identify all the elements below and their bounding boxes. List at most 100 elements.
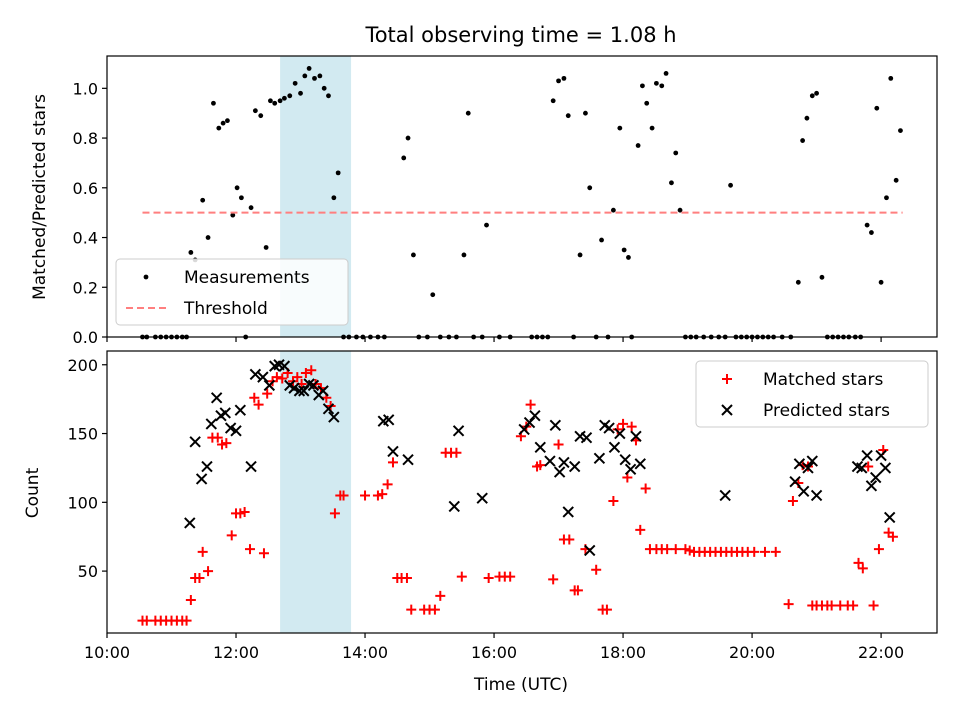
measurement-point [252,108,258,114]
top-y-tick-label: 0.8 [73,129,98,148]
predicted-star-point [793,458,806,470]
measurement-point [804,115,810,121]
matched-star-point [377,489,388,500]
bottom-y-tick-label: 200 [67,356,98,375]
predicted-star-point [865,480,878,492]
predicted-star-point [619,453,631,466]
measurement-point [874,105,880,111]
matched-star-point [853,557,864,568]
matched-star-point [622,472,633,483]
matched-star-point [826,600,837,611]
predicted-star-point [634,458,646,470]
measurement-point [644,100,650,106]
predicted-star-point [452,425,465,437]
predicted-star-point [630,430,642,442]
measurement-point [461,252,467,258]
predicted-star-point [534,441,546,454]
legend-marker-measurements [143,274,149,280]
matched-star-point [329,508,340,519]
measurement-point [268,98,273,104]
measurement-point [653,80,659,86]
measurement-point [893,177,899,183]
measurement-point [814,90,819,96]
measurement-point [626,255,631,260]
predicted-star-point [245,460,257,473]
matched-star-point [868,600,879,611]
predicted-star-point [802,462,814,474]
measurement-point [188,250,194,255]
predicted-star-point [293,385,306,397]
matched-star-point [185,594,196,605]
predicted-star-point [201,460,213,473]
matched-star-point [535,460,546,471]
matched-star-point [360,490,371,501]
measurement-point [248,205,254,211]
matched-star-point [662,544,673,555]
matched-star-point [770,546,781,557]
measurement-point [550,98,556,104]
predicted-star-point [608,441,621,454]
predicted-star-point [195,473,208,485]
measurement-point [306,66,312,71]
matched-star-point [783,599,794,610]
matched-star-point [194,572,205,583]
predicted-star-point [205,418,217,430]
predicted-star-point [562,506,574,518]
predicted-star-point [382,414,395,426]
measurement-point [561,75,567,81]
x-axis-label: Time (UTC) [473,675,568,695]
measurement-point [331,195,337,201]
measurement-point [312,75,317,81]
matched-star-point [572,585,583,596]
predicted-star-point [387,445,399,458]
measurement-point [556,78,561,84]
measurement-point [640,83,645,89]
measurement-point [298,90,303,96]
matched-star-point [306,365,317,376]
matched-star-point [601,604,612,615]
top-series-1 [140,66,903,340]
matched-star-point [873,544,884,555]
predicted-star-point [263,379,276,392]
measurement-point [200,197,206,203]
measurement-point [649,125,655,131]
measurement-point [281,95,287,101]
predicted-star-point [529,409,541,422]
predicted-star-point [568,460,581,473]
measurement-point [335,170,341,176]
legend-item-threshold: Threshold [126,299,268,319]
predicted-star-point [549,419,562,431]
matched-star-point [300,368,311,379]
bottom-x-tick-label: 10:00 [84,643,130,662]
predicted-star-point [584,544,596,557]
predicted-star-point [230,425,242,437]
matched-star-point [525,399,536,410]
predicted-star-point [278,360,291,372]
matched-star-point [253,399,264,410]
measurement-point [663,71,669,76]
matched-star-point [226,530,237,541]
predicted-star-point [523,416,536,429]
matched-star-point [759,546,770,557]
measurement-point [599,237,604,243]
legend-label: Threshold [183,299,268,319]
top-y-tick-label: 0.4 [73,229,98,248]
matched-star-point [262,388,273,399]
matched-star-point [382,479,393,490]
legend-label: Measurements [184,268,310,288]
predicted-star-point [249,368,262,381]
matched-star-point [749,546,760,557]
measurement-point [565,113,571,119]
measurement-point [405,135,411,141]
measurement-point [673,150,679,156]
measurement-point [263,245,269,250]
matched-star-point [635,524,646,535]
measurement-point [430,292,436,298]
measurement-point [326,93,331,99]
predicted-star-point [234,404,247,416]
measurement-point [583,110,588,116]
bottom-y-tick-label: 150 [67,425,98,444]
matched-star-point [249,392,260,403]
matched-star-point [456,571,467,582]
